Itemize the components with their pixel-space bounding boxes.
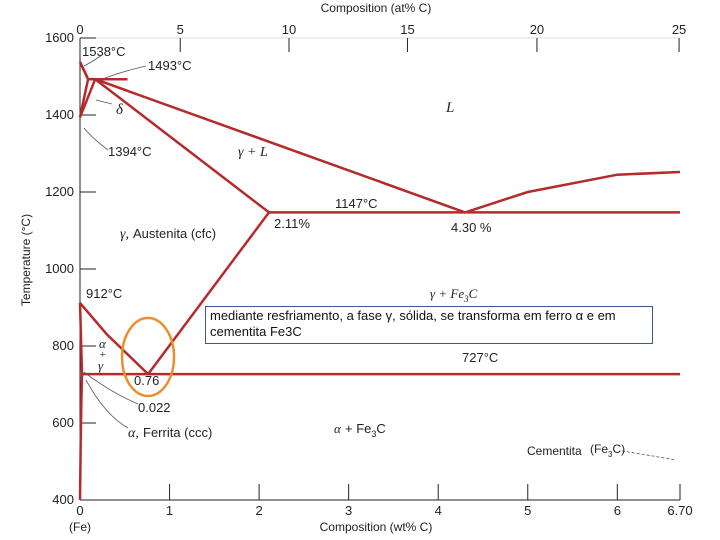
x-tick-label: 1 [166, 503, 173, 518]
annotation-1493: 1493°C [148, 58, 192, 73]
phase-label-austenite: Austenita (cfc) [133, 226, 216, 241]
phase-label-austenite-symbol: γ, [120, 227, 129, 242]
annotation-912: 912°C [86, 286, 122, 301]
annotation-0-022: 0.022 [138, 400, 171, 415]
annotation-4-30-pct: 4.30 % [451, 220, 492, 235]
bottom-axis-title: Composition (wt% C) [320, 520, 433, 534]
phase-label-alpha-top: α [99, 336, 107, 351]
phase-boundary-alpha-solvus [78, 374, 84, 501]
top-tick-label: 15 [400, 22, 414, 37]
annotation-1538: 1538°C [82, 44, 126, 59]
phase-boundary-liquidus-gamma [94, 78, 466, 214]
top-tick-label: 0 [76, 22, 83, 37]
phase-boundary-austenite-solidus [94, 78, 270, 214]
annotation-0-76: 0.76 [134, 373, 159, 388]
eutectoid-highlight-circle [120, 316, 176, 398]
annotation-727: 727°C [462, 350, 498, 365]
top-tick-label: 10 [282, 22, 296, 37]
x-tick-label: 6 [614, 503, 621, 518]
y-tick-label: 1400 [45, 107, 74, 122]
x-tick-label: 4 [435, 503, 442, 518]
phase-boundary-delta-gamma-upper [78, 78, 90, 118]
x-tick-label: 5 [524, 503, 531, 518]
phase-boundary-a3-line [79, 302, 149, 376]
top-axis-title: Composition (at% C) [321, 1, 432, 15]
phase-label-ferrite-symbol: α, [128, 426, 139, 441]
x-tick-label: 6.70 [667, 503, 692, 518]
phase-label-cementite: Cementita [527, 444, 582, 458]
phase-label-gamma-bottom: γ [98, 358, 104, 373]
phase-boundary-acm-line [147, 211, 271, 375]
y-tick-label: 1000 [45, 261, 74, 276]
phase-label-gamma-fe3c: γ + Fe3C [430, 286, 478, 304]
fe-origin-label: (Fe) [69, 520, 91, 534]
phase-label-alpha-fe3c-symbol: α [334, 421, 342, 436]
x-tick-label: 2 [255, 503, 262, 518]
phase-label-delta: δ [116, 102, 124, 118]
phase-label-ferrite: Ferrita (ccc) [143, 425, 212, 440]
x-tick-label: 0 [76, 503, 83, 518]
phase-label-liquid: L [445, 100, 454, 116]
y-tick-label: 800 [52, 338, 74, 353]
phase-boundary-delta-gamma-lower [78, 78, 97, 118]
phase-label-cementite-formula: (Fe3C) [590, 442, 625, 459]
phase-boundary-liquidus-cementite [464, 170, 681, 214]
top-tick-label: 5 [177, 22, 184, 37]
callout-text: mediante resfriamento, a fase γ, sólida,… [210, 308, 616, 339]
explanation-callout: mediante resfriamento, a fase γ, sólida,… [205, 306, 653, 344]
annotation-2-11-pct: 2.11% [274, 216, 310, 231]
phase-boundary-alpha-solvus-upper [78, 302, 84, 375]
y-tick-label: 400 [52, 492, 74, 507]
y-tick-label: 600 [52, 415, 74, 430]
phase-label-alpha-fe3c: + Fe3C [345, 421, 386, 439]
y-tick-label: 1200 [45, 184, 74, 199]
y-axis-title: Temperature (°C) [19, 214, 33, 306]
annotation-1147: 1147°C [335, 196, 378, 211]
x-tick-label: 3 [345, 503, 352, 518]
phase-label-gamma-liquid: γ + L [238, 145, 268, 160]
phase-boundary-delta-solidus [78, 61, 90, 80]
annotation-1394: 1394°C [108, 144, 152, 159]
top-tick-label: 25 [672, 22, 686, 37]
y-tick-label: 1600 [45, 30, 74, 45]
top-tick-label: 20 [530, 22, 544, 37]
phase-label-alpha-gamma-plus: + [99, 349, 106, 361]
